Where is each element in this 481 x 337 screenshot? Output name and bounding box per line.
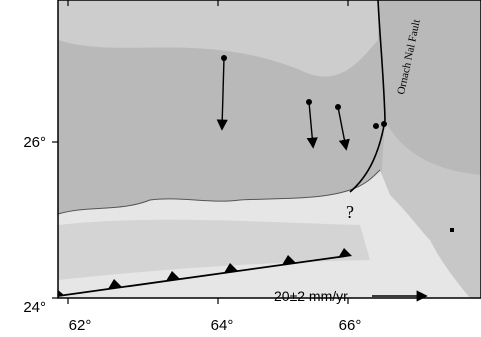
map-figure: Ornach Nal Fault ? 20±2 mm/yr 62° 64° 66…: [0, 0, 481, 337]
question-mark: ?: [346, 202, 354, 222]
x-tick-label: 62°: [69, 317, 92, 334]
map-frame: Ornach Nal Fault ? 20±2 mm/yr: [52, 0, 481, 304]
y-tick-label: 24°: [23, 299, 46, 316]
y-tick-label: 26°: [23, 134, 46, 151]
velocity-scale-label: 20±2 mm/yr: [274, 288, 348, 304]
x-tick-label: 64°: [211, 317, 234, 334]
x-tick-label: 66°: [339, 317, 362, 334]
